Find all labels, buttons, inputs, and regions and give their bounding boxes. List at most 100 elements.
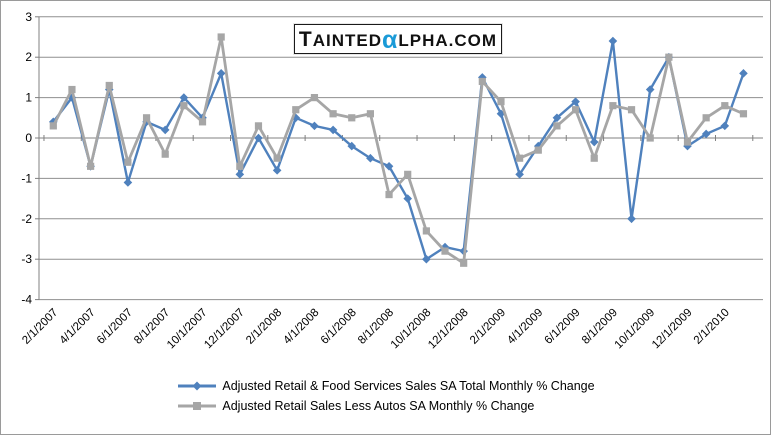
legend-item-total: Adjusted Retail & Food Services Sales SA… xyxy=(176,379,595,393)
series-0-marker xyxy=(254,133,263,143)
series-0-marker xyxy=(235,170,245,179)
line-chart-plot: 3210-1-2-3-42/1/20074/1/20076/1/20078/1/… xyxy=(20,10,763,352)
chart-legend: Adjusted Retail & Food Services Sales SA… xyxy=(1,376,770,416)
series-1-marker xyxy=(142,114,151,122)
x-tick-label: 12/1/2008 xyxy=(426,307,471,352)
series-1-marker xyxy=(161,150,169,158)
series-1-marker xyxy=(310,94,319,102)
series-1-marker xyxy=(683,138,692,146)
series-1-marker xyxy=(180,102,188,110)
series-1-marker xyxy=(198,118,207,126)
series-0-marker xyxy=(701,129,711,139)
series-1-marker xyxy=(68,85,76,94)
series-1-marker xyxy=(739,110,748,118)
series-1-marker xyxy=(590,154,598,162)
series-0-marker xyxy=(366,153,375,163)
series-0-marker xyxy=(123,178,133,187)
legend-diamond xyxy=(192,381,202,391)
series-0-marker xyxy=(310,121,319,131)
series-1-marker xyxy=(366,110,375,118)
chart-legend-items: Adjusted Retail & Food Services Sales SA… xyxy=(176,376,595,416)
x-tick-label: 2/1/2008 xyxy=(244,307,284,347)
series-1-marker xyxy=(497,98,505,106)
site-logo-box: TAINTEDαLPHA.COM xyxy=(294,24,502,54)
series-1-marker xyxy=(609,102,617,110)
series-1-marker xyxy=(105,81,113,90)
series-0-marker xyxy=(496,109,506,119)
series-0-marker xyxy=(272,166,282,175)
series-line-1 xyxy=(52,35,745,265)
series-0-marker xyxy=(627,214,636,224)
series-1-marker xyxy=(516,154,524,162)
x-tick-label: 2/1/2010 xyxy=(692,307,732,347)
series-1-marker xyxy=(478,77,486,86)
series-1-marker xyxy=(441,247,449,255)
x-tick-label: 6/1/2008 xyxy=(319,307,359,347)
series-0-marker xyxy=(552,113,562,123)
series-1-marker xyxy=(404,170,412,178)
series-0-marker xyxy=(645,85,655,94)
series-1-marker xyxy=(460,259,468,267)
legend-square-marker-icon xyxy=(178,402,217,410)
series-1-marker xyxy=(665,53,673,61)
series-line-0 xyxy=(52,39,745,261)
x-tick-label: 2/1/2007 xyxy=(20,307,60,347)
logo-text: TAINTEDαLPHA.COM xyxy=(298,27,498,52)
series-1-marker xyxy=(646,134,654,142)
legend-square xyxy=(193,402,202,410)
y-tick-label: 2 xyxy=(25,50,32,64)
series-1-marker xyxy=(236,162,244,170)
y-tick-label: 1 xyxy=(25,91,32,105)
x-tick-label: 6/1/2009 xyxy=(543,307,583,347)
x-tick-label: 6/1/2007 xyxy=(95,307,135,347)
series-0-marker xyxy=(571,97,580,106)
series-1-marker xyxy=(254,122,263,130)
series-1-marker xyxy=(124,158,132,166)
series-0-marker xyxy=(739,69,748,78)
series-0-marker xyxy=(179,93,189,102)
series-1-marker xyxy=(49,122,57,130)
y-tick-label: -1 xyxy=(21,171,32,185)
series-1-marker xyxy=(571,106,580,114)
x-tick-label: 2/1/2009 xyxy=(468,307,508,347)
legend-item-less-autos: Adjusted Retail Sales Less Autos SA Mont… xyxy=(176,399,534,413)
x-tick-label: 4/1/2008 xyxy=(281,307,321,347)
y-tick-label: -2 xyxy=(21,212,32,226)
series-1-marker xyxy=(217,33,225,41)
series-0-marker xyxy=(403,194,413,203)
series-1-marker xyxy=(292,106,300,114)
series-1-marker xyxy=(553,122,561,130)
logo-part1: TAINTED xyxy=(298,27,383,51)
x-tick-label: 4/1/2007 xyxy=(58,307,98,347)
series-1-marker xyxy=(273,154,281,162)
legend-label-less-autos: Adjusted Retail Sales Less Autos SA Mont… xyxy=(222,399,535,413)
series-0-marker xyxy=(608,36,618,46)
x-tick-label: 4/1/2009 xyxy=(505,307,545,347)
series-0-marker xyxy=(440,242,450,252)
y-tick-label: -3 xyxy=(21,252,32,266)
series-1-marker xyxy=(329,110,337,118)
series-1-marker xyxy=(702,114,710,122)
legend-diamond-marker-icon xyxy=(178,381,217,391)
series-1-marker xyxy=(348,114,356,122)
series-0-marker xyxy=(384,161,394,171)
series-0-marker xyxy=(347,141,357,151)
series-0-marker xyxy=(720,121,730,131)
series-1-marker xyxy=(534,146,542,154)
y-tick-label: 3 xyxy=(25,10,32,24)
series-1-marker xyxy=(422,227,430,235)
series-0-marker xyxy=(328,125,338,135)
x-tick-label: 12/1/2007 xyxy=(202,307,247,352)
series-0-marker xyxy=(422,254,431,264)
y-tick-label: 0 xyxy=(25,131,32,145)
series-0-marker xyxy=(515,170,524,179)
series-1-marker xyxy=(627,106,636,114)
x-tick-label: 12/1/2009 xyxy=(650,307,695,352)
logo-alpha-glyph: α xyxy=(382,25,399,54)
y-tick-label: -4 xyxy=(21,293,32,307)
series-1-marker xyxy=(87,162,95,170)
series-1-marker xyxy=(721,102,729,110)
logo-part2: LPHA.COM xyxy=(398,30,498,50)
series-0-marker xyxy=(216,69,226,78)
